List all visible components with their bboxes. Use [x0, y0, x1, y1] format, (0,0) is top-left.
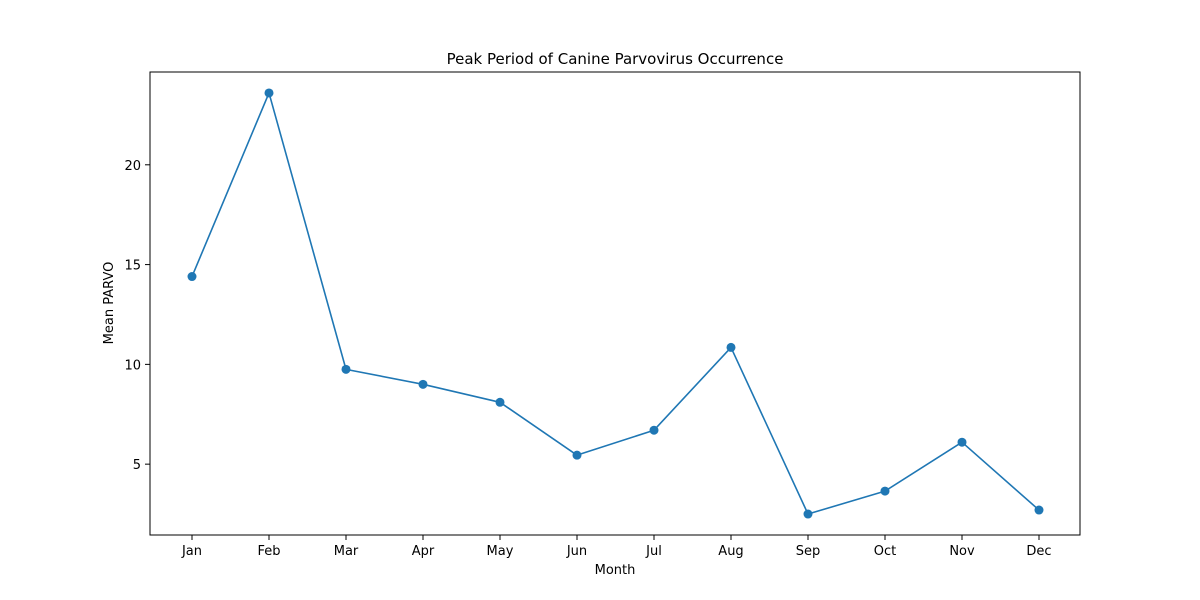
y-tick-label-5: 5 [133, 458, 141, 473]
chart-marks: Jan Feb Mar Apr May Jun Jul Aug Sep Oct Nov Dec 5 10 1… [124, 71, 1081, 559]
x-tick-label-aug: Aug [718, 544, 743, 559]
data-point-oct [880, 486, 890, 496]
plot-frame [149, 71, 1081, 536]
data-point-feb [264, 88, 274, 98]
data-point-dec [1034, 505, 1044, 515]
x-tick-label-dec: Dec [1026, 544, 1051, 559]
x-tick-label-sep: Sep [796, 544, 821, 559]
data-point-jun [572, 450, 582, 460]
data-point-jan [187, 272, 197, 282]
x-axis-label: Month [595, 563, 636, 578]
x-tick-label-jan: Jan [181, 544, 202, 559]
data-point-jul [649, 425, 659, 435]
data-point-may [495, 397, 505, 407]
x-tick-label-feb: Feb [257, 544, 280, 559]
x-tick-label-jul: Jul [645, 544, 662, 559]
y-tick-label-15: 15 [124, 259, 141, 274]
data-point-sep [803, 509, 813, 519]
x-tick-label-mar: Mar [334, 544, 359, 559]
y-axis-label: Mean PARVO [102, 262, 117, 345]
x-tick-label-jun: Jun [566, 544, 587, 559]
y-tick-label-20: 20 [124, 159, 141, 174]
x-tick-label-nov: Nov [949, 544, 975, 559]
x-tick-label-apr: Apr [412, 544, 435, 559]
data-point-apr [418, 379, 428, 389]
chart-title: Peak Period of Canine Parvovirus Occurre… [447, 50, 784, 68]
x-tick-label-oct: Oct [874, 544, 896, 559]
x-tick-label-may: May [487, 544, 514, 559]
data-point-aug [726, 342, 736, 352]
series-line-0 [191, 92, 1040, 515]
y-tick-label-10: 10 [124, 358, 141, 373]
data-point-nov [957, 437, 967, 447]
data-point-mar [341, 364, 351, 374]
